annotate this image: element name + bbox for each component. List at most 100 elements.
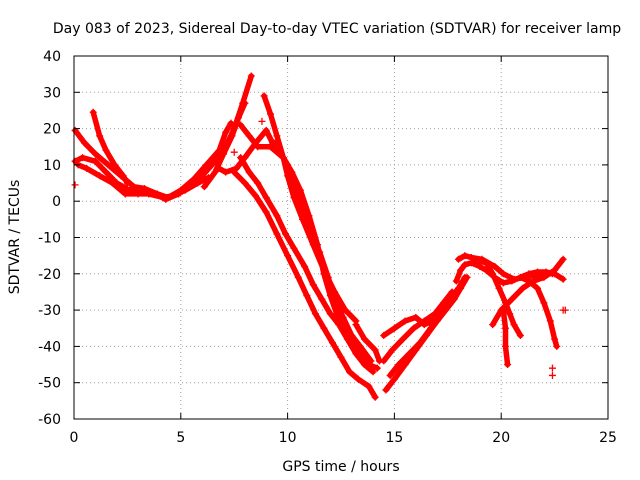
y-tick-label: -20 xyxy=(38,267,61,283)
data-point xyxy=(504,361,512,369)
data-point xyxy=(348,332,356,340)
data-point xyxy=(499,306,507,314)
data-point xyxy=(71,126,79,134)
gridlines xyxy=(74,56,608,419)
data-point xyxy=(83,165,91,173)
data-point xyxy=(230,168,238,176)
data-point xyxy=(553,342,561,350)
y-tick-label: 0 xyxy=(52,194,61,210)
data-point xyxy=(320,324,328,332)
data-point xyxy=(427,324,435,332)
y-tick-label: -40 xyxy=(38,339,61,355)
data-point xyxy=(328,339,336,347)
data-point xyxy=(416,339,424,347)
data-point xyxy=(284,172,292,180)
data-point xyxy=(309,281,317,289)
data-point xyxy=(140,184,148,192)
data-point xyxy=(273,132,281,140)
data-point xyxy=(91,150,99,158)
data-point xyxy=(130,183,138,191)
data-point xyxy=(71,181,79,189)
data-point xyxy=(202,161,210,169)
series-arc-3 xyxy=(89,108,131,187)
data-point xyxy=(215,165,223,173)
data-point xyxy=(360,335,368,343)
data-point xyxy=(222,128,230,136)
series-arc-5 xyxy=(200,99,249,191)
data-point xyxy=(134,190,142,198)
data-point xyxy=(111,161,119,169)
x-tick-label: 25 xyxy=(599,430,617,446)
data-point xyxy=(352,350,360,358)
axis-ticks: 0 5 10 15 20 25 -60 -50 -40 -30 -20 -10 0 10 20 30 40 xyxy=(38,49,617,446)
data-point xyxy=(108,179,116,187)
y-tick-label: 10 xyxy=(43,158,61,174)
data-point xyxy=(311,310,319,318)
series-track xyxy=(237,154,376,375)
series-arc-15 xyxy=(380,288,456,365)
data-point xyxy=(399,335,407,343)
data-point xyxy=(273,230,281,238)
data-point xyxy=(461,252,469,260)
data-point xyxy=(211,168,219,176)
data-point xyxy=(461,261,469,269)
x-tick-label: 10 xyxy=(279,430,297,446)
data-point xyxy=(190,175,198,183)
series-track xyxy=(380,289,455,364)
data-point xyxy=(429,317,437,325)
data-point xyxy=(91,157,99,165)
data-point xyxy=(279,154,287,162)
data-point xyxy=(371,346,379,354)
data-point xyxy=(237,121,245,129)
data-point xyxy=(548,371,556,379)
data-point xyxy=(501,342,509,350)
data-point xyxy=(228,132,236,140)
series-scatter-points xyxy=(71,117,569,379)
series-track xyxy=(201,100,248,190)
data-point xyxy=(380,357,388,365)
data-point xyxy=(540,273,548,281)
data-point xyxy=(96,172,104,180)
data-point xyxy=(437,306,445,314)
series-arc-11 xyxy=(260,92,360,325)
data-point xyxy=(354,375,362,383)
series-track xyxy=(261,93,359,324)
series-arc-12 xyxy=(352,321,383,365)
series-track xyxy=(353,321,383,364)
data-point xyxy=(559,255,567,263)
data-point xyxy=(234,114,242,122)
data-point xyxy=(401,317,409,325)
data-point xyxy=(360,361,368,369)
series-track xyxy=(231,169,378,400)
x-tick-label: 0 xyxy=(70,430,79,446)
data-point xyxy=(346,368,354,376)
data-point xyxy=(262,194,270,202)
data-point xyxy=(369,368,377,376)
data-point xyxy=(461,273,469,281)
y-axis-label: SDTVAR / TECUs xyxy=(7,180,23,295)
data-point xyxy=(390,324,398,332)
data-point xyxy=(519,284,527,292)
data-point xyxy=(410,324,418,332)
data-point xyxy=(258,117,266,125)
y-tick-label: 30 xyxy=(43,85,61,101)
series-arc-22 xyxy=(499,306,512,369)
data-point xyxy=(227,119,235,127)
data-point xyxy=(508,295,516,303)
data-point xyxy=(365,382,373,390)
y-tick-label: 40 xyxy=(43,49,61,65)
data-point xyxy=(262,208,270,216)
data-point xyxy=(79,154,87,162)
data-point xyxy=(510,321,518,329)
data-point xyxy=(281,230,289,238)
data-point xyxy=(356,342,364,350)
x-tick-label: 20 xyxy=(492,430,510,446)
data-point xyxy=(446,295,454,303)
data-point xyxy=(335,321,343,329)
data-point xyxy=(412,313,420,321)
y-tick-label: -30 xyxy=(38,303,61,319)
data-point xyxy=(561,306,569,314)
data-point xyxy=(401,361,409,369)
data-point xyxy=(245,132,253,140)
data-point xyxy=(540,299,548,307)
